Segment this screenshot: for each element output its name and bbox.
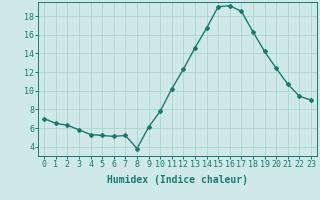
X-axis label: Humidex (Indice chaleur): Humidex (Indice chaleur) [107, 175, 248, 185]
